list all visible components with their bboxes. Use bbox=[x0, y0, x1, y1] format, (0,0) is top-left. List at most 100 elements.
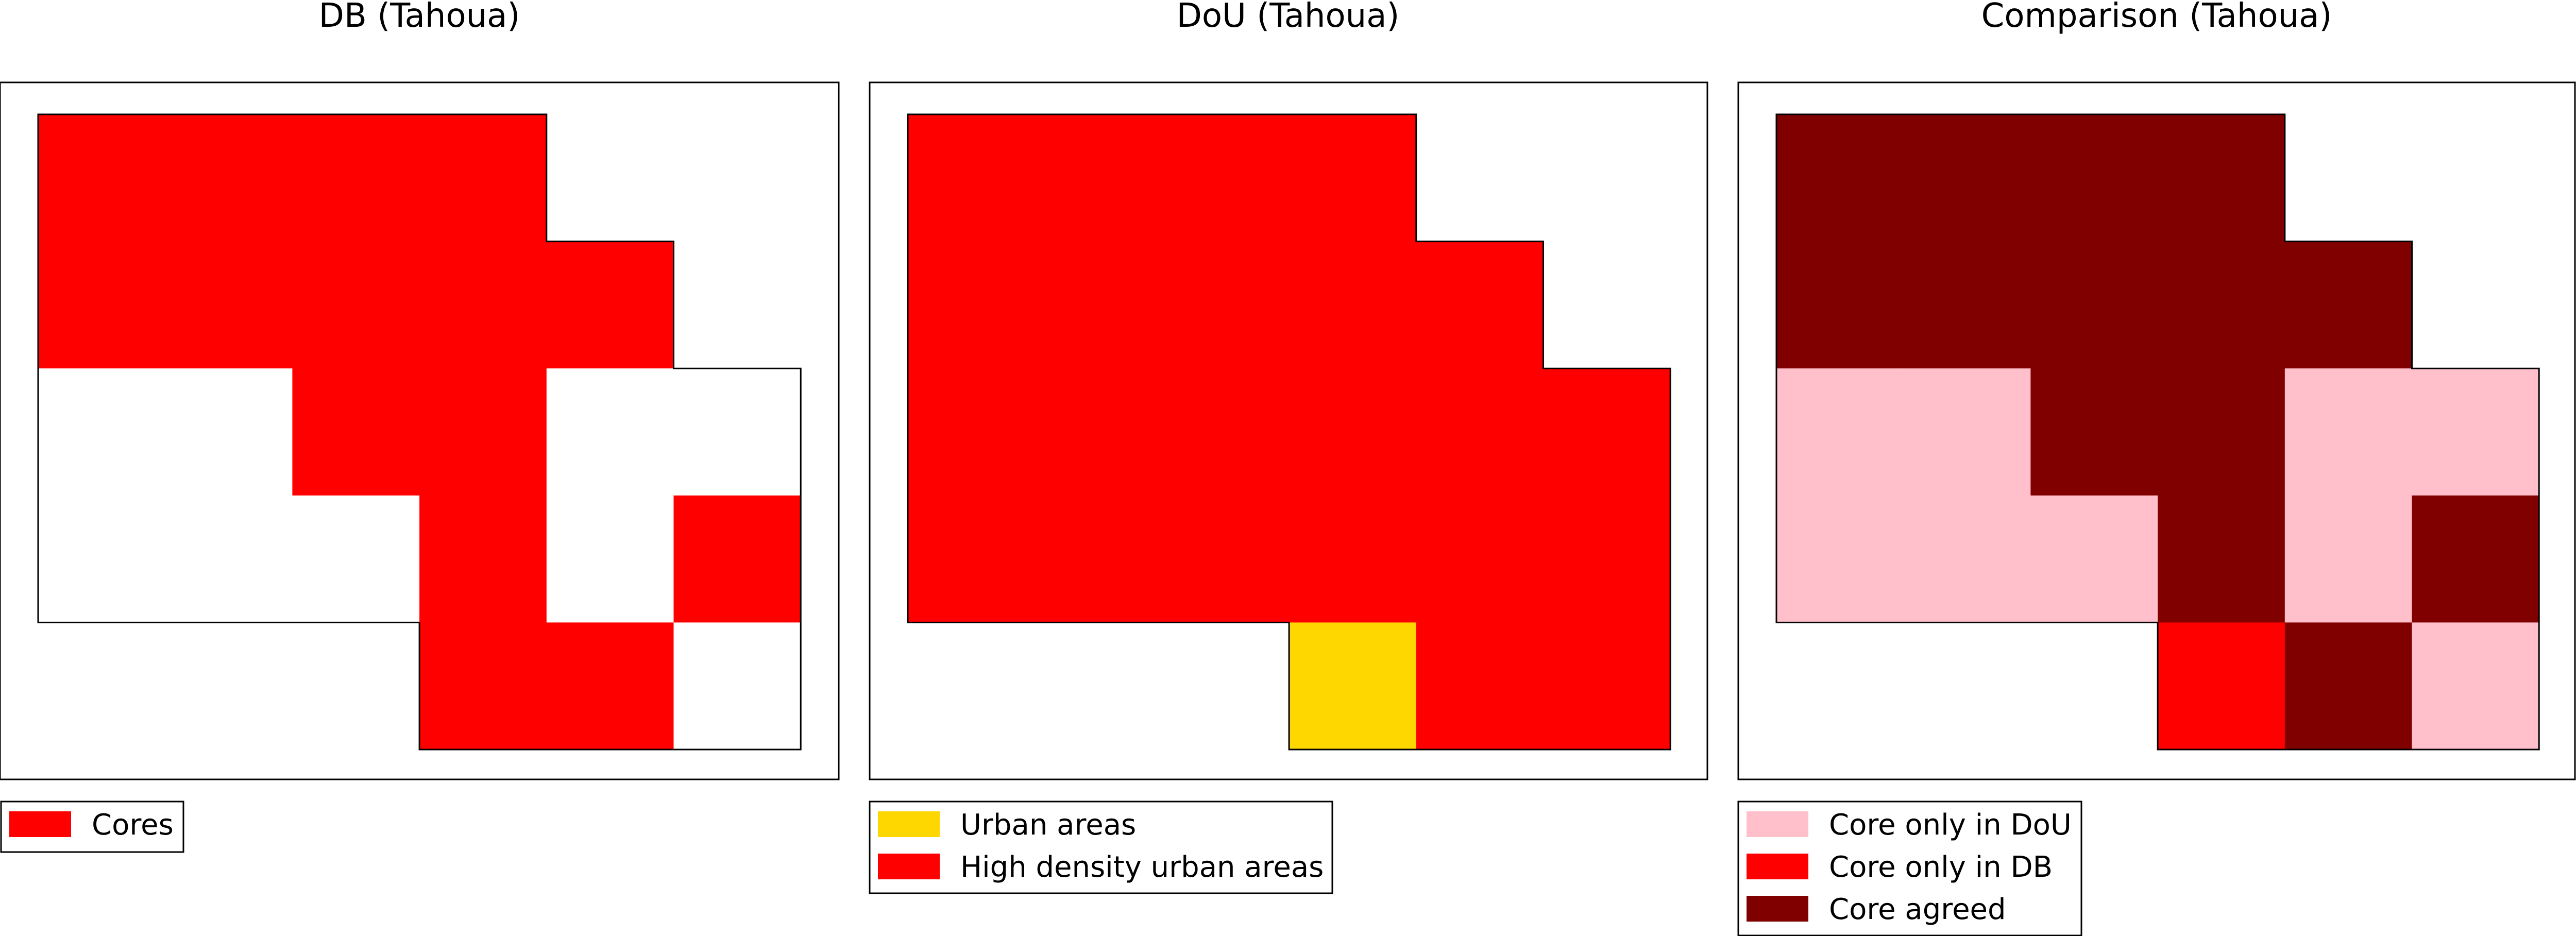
high-density-cell bbox=[1035, 495, 1162, 623]
region-boundary bbox=[1775, 113, 2540, 751]
panel-title: DB (Tahoua) bbox=[319, 0, 520, 35]
panel-db: DB (Tahoua) Cores bbox=[0, 0, 840, 853]
core-agreed-cell bbox=[1903, 114, 2031, 242]
high-density-cell bbox=[1289, 114, 1417, 242]
legend-label: Cores bbox=[92, 808, 174, 842]
non-core-cell bbox=[165, 368, 293, 496]
core-cell bbox=[292, 368, 420, 496]
high-density-cell bbox=[1416, 368, 1544, 496]
high-density-cell bbox=[1543, 622, 1671, 750]
panel-dou: DoU (Tahoua) Urban areas High density ur… bbox=[869, 0, 1708, 894]
core-cell bbox=[38, 241, 166, 369]
urban-cell bbox=[1289, 622, 1417, 750]
core-only-db-cell bbox=[2158, 622, 2285, 750]
legend-swatch bbox=[878, 854, 940, 879]
non-core-cell bbox=[292, 495, 420, 623]
core-cell bbox=[419, 622, 547, 750]
core-only-dou-cell bbox=[2412, 622, 2539, 750]
high-density-cell bbox=[1162, 241, 1290, 369]
high-density-cell bbox=[1543, 495, 1671, 623]
core-cell bbox=[165, 114, 293, 242]
legend-label: Core agreed bbox=[1829, 893, 2006, 926]
core-agreed-cell bbox=[1776, 241, 1904, 369]
legend-label: Core only in DoU bbox=[1829, 808, 2072, 842]
high-density-cell bbox=[1162, 495, 1290, 623]
high-density-cell bbox=[1162, 368, 1290, 496]
core-cell bbox=[419, 114, 547, 242]
map-grid bbox=[907, 113, 1671, 751]
non-core-cell bbox=[38, 368, 166, 496]
core-cell bbox=[546, 622, 674, 750]
panel-title: Comparison (Tahoua) bbox=[1981, 0, 2332, 35]
legend-frame bbox=[869, 801, 1333, 894]
core-only-dou-cell bbox=[1776, 495, 1904, 623]
non-core-cell bbox=[165, 495, 293, 623]
core-cell bbox=[292, 114, 420, 242]
core-cell bbox=[673, 495, 801, 623]
core-cell bbox=[419, 495, 547, 623]
core-cell bbox=[38, 114, 166, 242]
high-density-cell bbox=[1289, 368, 1417, 496]
non-core-cell bbox=[673, 368, 801, 496]
core-agreed-cell bbox=[2412, 495, 2539, 623]
map-grid bbox=[37, 113, 802, 751]
core-agreed-cell bbox=[2284, 622, 2413, 750]
core-cell bbox=[546, 241, 674, 369]
legend-label: High density urban areas bbox=[960, 850, 1324, 884]
non-core-cell bbox=[546, 495, 674, 623]
core-only-dou-cell bbox=[2030, 495, 2158, 623]
panel-title: DoU (Tahoua) bbox=[1177, 0, 1400, 35]
legend-swatch bbox=[1747, 896, 1808, 922]
non-core-cell bbox=[673, 622, 801, 750]
core-only-dou-cell bbox=[1776, 368, 1904, 496]
high-density-cell bbox=[1035, 368, 1162, 496]
core-agreed-cell bbox=[2030, 114, 2158, 242]
panel-comparison: Comparison (Tahoua) Core only in DoU Cor… bbox=[1737, 0, 2576, 936]
high-density-cell bbox=[908, 368, 1036, 496]
core-cell bbox=[165, 241, 293, 369]
high-density-cell bbox=[1416, 495, 1544, 623]
core-agreed-cell bbox=[1903, 241, 2031, 369]
core-agreed-cell bbox=[2158, 368, 2285, 496]
high-density-cell bbox=[1035, 241, 1162, 369]
high-density-cell bbox=[1416, 622, 1544, 750]
legend: Urban areas High density urban areas bbox=[869, 801, 1333, 894]
high-density-cell bbox=[1035, 114, 1162, 242]
legend-swatch bbox=[878, 811, 940, 837]
legend: Cores bbox=[0, 801, 184, 853]
high-density-cell bbox=[1416, 241, 1544, 369]
legend-swatch bbox=[1747, 854, 1808, 879]
core-agreed-cell bbox=[2030, 241, 2158, 369]
non-core-cell bbox=[38, 495, 166, 623]
core-agreed-cell bbox=[2284, 241, 2413, 369]
high-density-cell bbox=[1289, 495, 1417, 623]
core-only-dou-cell bbox=[2284, 368, 2413, 496]
core-only-dou-cell bbox=[1903, 495, 2031, 623]
core-cell bbox=[419, 241, 547, 369]
legend: Core only in DoU Core only in DB Core ag… bbox=[1737, 801, 2082, 936]
high-density-cell bbox=[1289, 241, 1417, 369]
legend-label: Core only in DB bbox=[1829, 850, 2053, 884]
core-only-dou-cell bbox=[1903, 368, 2031, 496]
non-core-cell bbox=[546, 368, 674, 496]
core-only-dou-cell bbox=[2412, 368, 2539, 496]
high-density-cell bbox=[908, 241, 1036, 369]
legend-swatch bbox=[1747, 811, 1808, 837]
high-density-cell bbox=[908, 495, 1036, 623]
core-agreed-cell bbox=[1776, 114, 1904, 242]
map-grid bbox=[1775, 113, 2540, 751]
core-cell bbox=[292, 241, 420, 369]
core-agreed-cell bbox=[2158, 495, 2285, 623]
region-boundary bbox=[907, 113, 1671, 751]
high-density-cell bbox=[1162, 114, 1290, 242]
core-agreed-cell bbox=[2158, 241, 2285, 369]
high-density-cell bbox=[1543, 368, 1671, 496]
region-boundary bbox=[37, 113, 802, 751]
legend-label: Urban areas bbox=[960, 808, 1136, 842]
high-density-cell bbox=[908, 114, 1036, 242]
core-agreed-cell bbox=[2030, 368, 2158, 496]
core-only-dou-cell bbox=[2284, 495, 2413, 623]
core-agreed-cell bbox=[2158, 114, 2285, 242]
legend-swatch bbox=[9, 811, 71, 837]
